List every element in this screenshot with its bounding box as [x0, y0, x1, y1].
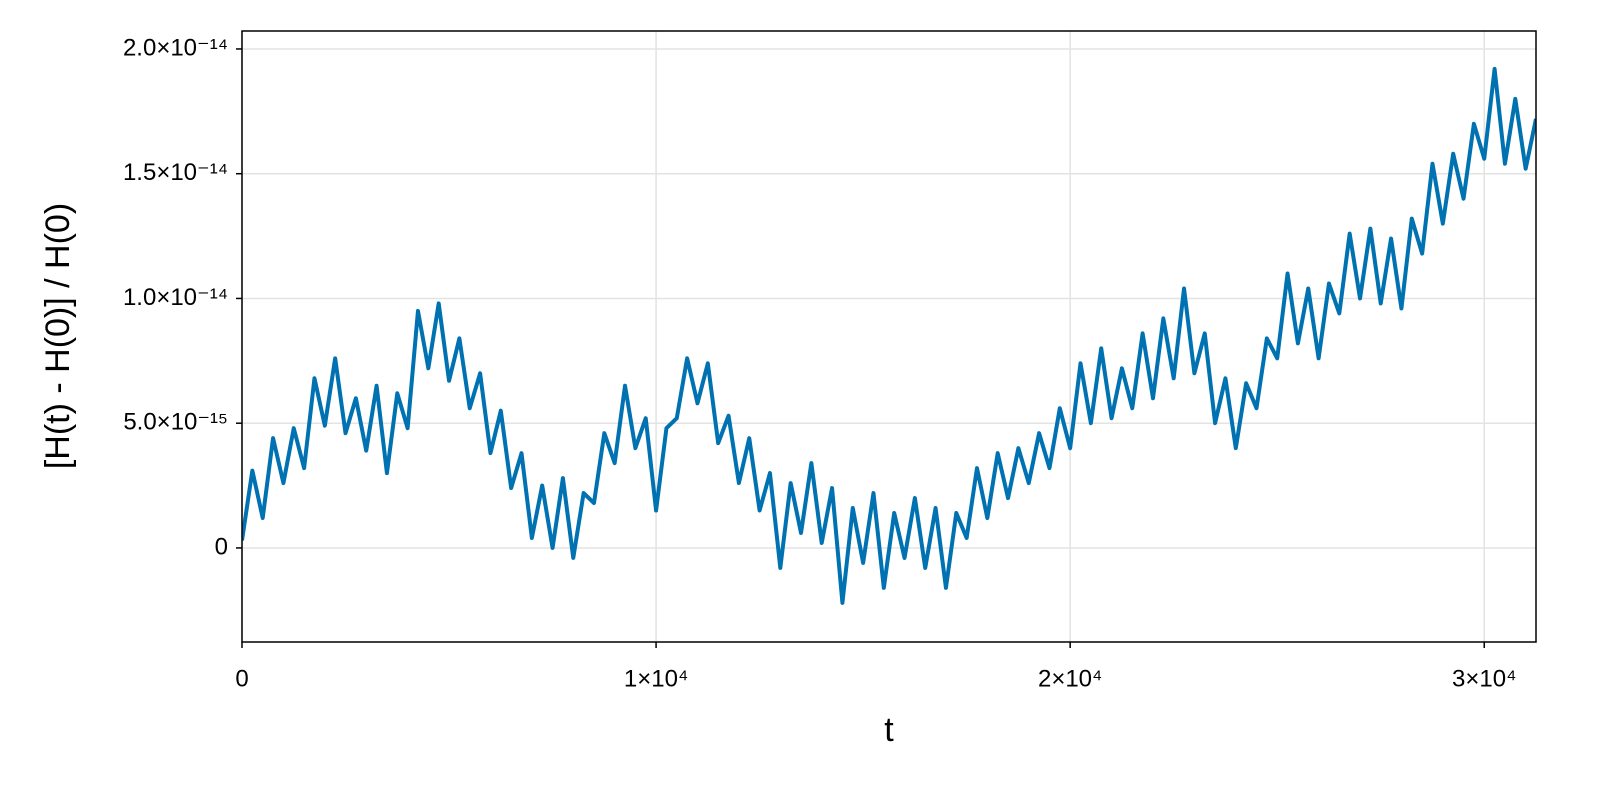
x-tick-label: 3×10⁴	[1452, 665, 1516, 692]
y-tick-label: 5.0×10⁻¹⁵	[123, 409, 228, 436]
x-tick-label: 1×10⁴	[624, 665, 688, 692]
plot-area	[242, 66, 1536, 605]
grid	[241, 31, 1536, 642]
plot-frame	[241, 30, 1537, 643]
y-tick-label: 2.0×10⁻¹⁴	[123, 34, 228, 61]
data-line	[242, 66, 1536, 605]
x-tick-label: 0	[235, 665, 248, 692]
x-tick-label: 2×10⁴	[1038, 665, 1102, 692]
y-tick-label: 0	[215, 533, 228, 560]
y-tick-label: 1.5×10⁻¹⁴	[123, 159, 228, 186]
y-axis-title: [H(t) - H(0)] / H(0)	[39, 203, 77, 469]
labels: 0 5.0×10⁻¹⁵ 1.0×10⁻¹⁴ 1.5×10⁻¹⁴ 2.0×10⁻¹⁴ 0 1×…	[123, 34, 1516, 692]
y-tick-label: 1.0×10⁻¹⁴	[123, 284, 228, 311]
x-axis-title: t	[884, 711, 894, 749]
